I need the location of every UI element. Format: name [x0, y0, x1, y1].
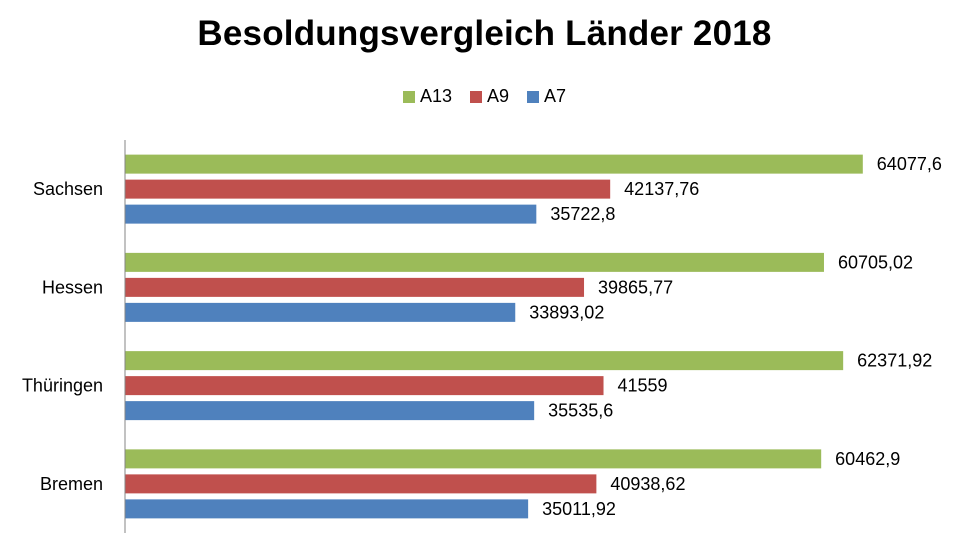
- data-label: 60462,9: [835, 449, 900, 469]
- legend-label-a7: A7: [544, 86, 567, 106]
- legend-swatch-a7: [527, 90, 540, 103]
- data-label: 40938,62: [610, 474, 685, 494]
- bar-a7: [125, 401, 535, 421]
- legend-swatch-a9: [469, 90, 482, 103]
- data-label: 39865,77: [598, 277, 673, 297]
- legend-swatch-a13: [402, 90, 415, 103]
- bar-a9: [125, 179, 611, 199]
- chart-title: Besoldungsvergleich Länder 2018: [197, 14, 772, 53]
- category-group-sachsen: Sachsen 64077,6 42137,76 35722,8: [33, 154, 942, 224]
- bar-a13: [125, 449, 822, 469]
- bar-a7: [125, 302, 516, 322]
- legend-item-a9: A9: [469, 86, 510, 107]
- data-label: 42137,76: [624, 179, 699, 199]
- category-label: Hessen: [42, 277, 103, 297]
- bar-a9: [125, 277, 585, 297]
- data-label: 60705,02: [838, 252, 913, 272]
- bar-a13: [125, 252, 824, 272]
- category-label: Thüringen: [22, 376, 103, 396]
- data-label: 33893,02: [529, 302, 604, 322]
- legend-label-a13: A13: [419, 86, 452, 106]
- data-label: 35722,8: [550, 204, 615, 224]
- legend-item-a7: A7: [527, 86, 566, 107]
- legend-item-a13: A13: [402, 86, 452, 107]
- bar-a7: [125, 499, 529, 519]
- category-label: Bremen: [40, 474, 103, 494]
- category-group-bremen: Bremen 60462,9 40938,62 35011,92: [40, 449, 900, 519]
- category-label: Sachsen: [33, 179, 103, 199]
- bar-a13: [125, 351, 844, 371]
- data-label: 41559: [618, 376, 668, 396]
- data-label: 35535,6: [548, 401, 613, 421]
- bar-a7: [125, 204, 537, 224]
- data-label: 35011,92: [542, 499, 616, 519]
- data-label: 62371,92: [857, 351, 932, 371]
- bar-a9: [125, 474, 597, 494]
- data-label: 64077,6: [877, 154, 942, 174]
- bar-a13: [125, 154, 863, 174]
- legend: A13 A9 A7: [0, 86, 969, 107]
- legend-label-a9: A9: [486, 86, 510, 106]
- bar-a9: [125, 376, 604, 396]
- category-group-hessen: Hessen 60705,02 39865,77 33893,02: [42, 252, 913, 322]
